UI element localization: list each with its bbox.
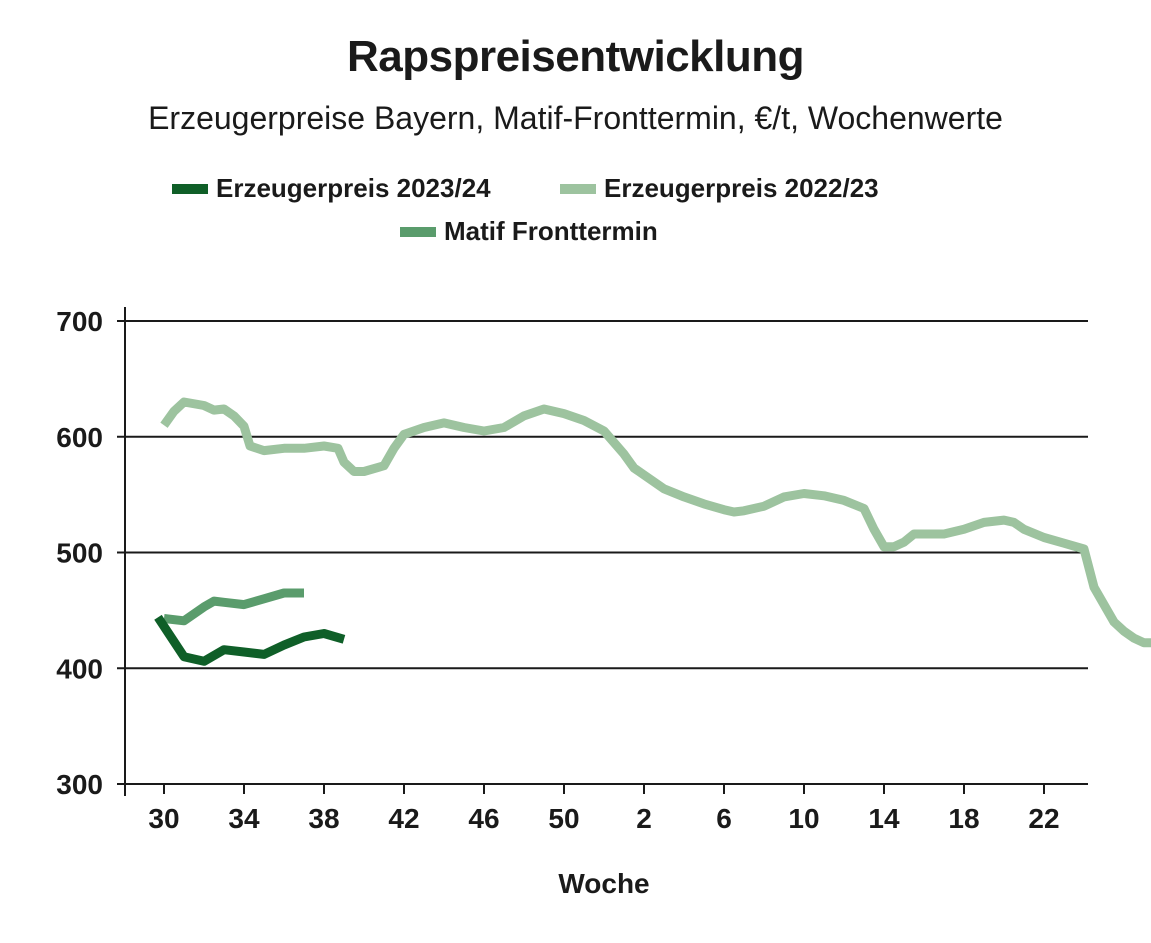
x-tick-label-18: 18 bbox=[948, 803, 979, 834]
y-tick-label-300: 300 bbox=[56, 769, 103, 800]
x-tick-label-34: 34 bbox=[228, 803, 260, 834]
legend-item-erzeugerpreis-2023-24: Erzeugerpreis 2023/24 bbox=[172, 173, 491, 204]
y-tick-label-700: 700 bbox=[56, 306, 103, 337]
x-tick-label-42: 42 bbox=[388, 803, 419, 834]
series-line-matif-fronttermin bbox=[163, 588, 304, 626]
x-tick-label-50: 50 bbox=[548, 803, 579, 834]
chart-subtitle: Erzeugerpreise Bayern, Matif-Fronttermin… bbox=[148, 100, 1003, 136]
x-tick-label-30: 30 bbox=[148, 803, 179, 834]
y-tick-label-500: 500 bbox=[56, 538, 103, 569]
legend-swatch-erzeugerpreis-2022-23 bbox=[560, 183, 596, 194]
y-tick-label-600: 600 bbox=[56, 422, 103, 453]
x-tick-label-6: 6 bbox=[716, 803, 732, 834]
x-tick-label-2: 2 bbox=[636, 803, 652, 834]
x-tick-label-10: 10 bbox=[788, 803, 819, 834]
series-line-erzeugerpreis-2022-23 bbox=[160, 397, 1151, 648]
y-tick-label-400: 400 bbox=[56, 653, 103, 684]
x-tick-label-14: 14 bbox=[868, 803, 900, 834]
legend-item-erzeugerpreis-2022-23: Erzeugerpreis 2022/23 bbox=[560, 173, 879, 204]
x-tick-label-46: 46 bbox=[468, 803, 499, 834]
chart-title: Rapspreisentwicklung bbox=[346, 32, 805, 81]
x-axis-label: Woche bbox=[558, 868, 649, 899]
legend-swatch-erzeugerpreis-2023-24 bbox=[172, 183, 208, 194]
legend-swatch-matif-fronttermin bbox=[400, 226, 436, 237]
x-tick-label-22: 22 bbox=[1028, 803, 1059, 834]
series-line-erzeugerpreis-2023-24 bbox=[154, 614, 346, 666]
x-tick-label-38: 38 bbox=[308, 803, 339, 834]
legend-item-matif-fronttermin: Matif Fronttermin bbox=[400, 216, 658, 247]
legend-label-erzeugerpreis-2022-23: Erzeugerpreis 2022/23 bbox=[604, 173, 879, 203]
legend-label-erzeugerpreis-2023-24: Erzeugerpreis 2023/24 bbox=[216, 173, 491, 203]
legend-label-matif-fronttermin: Matif Fronttermin bbox=[444, 216, 658, 246]
